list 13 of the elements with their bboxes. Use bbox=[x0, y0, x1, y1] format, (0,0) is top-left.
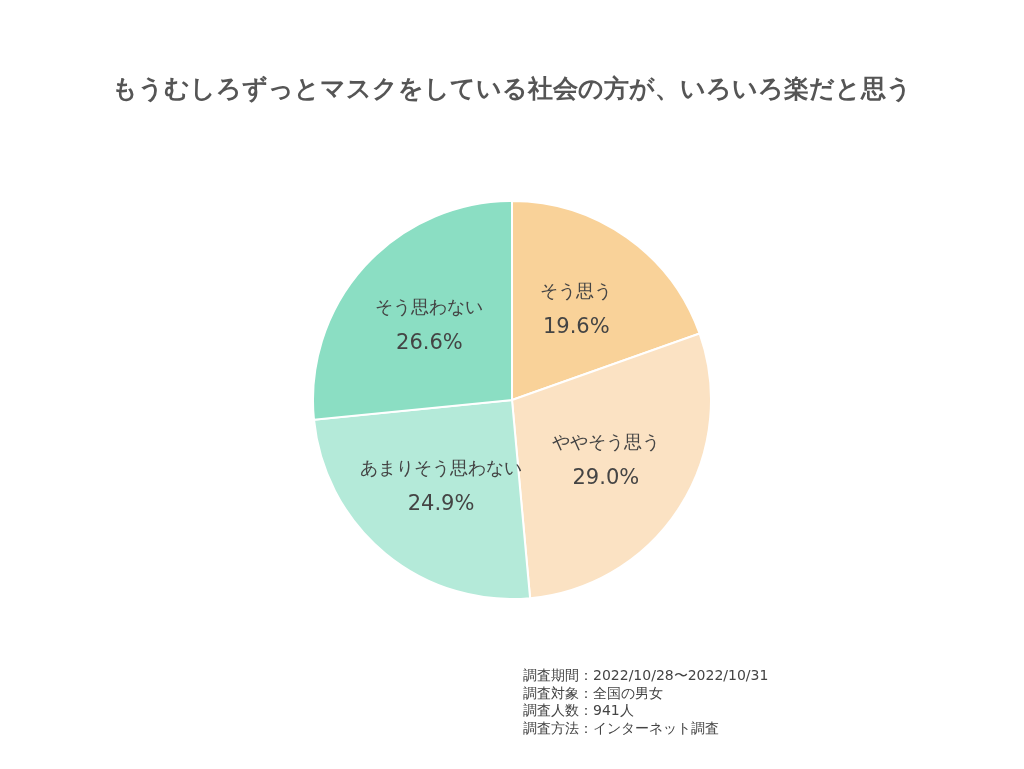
data-label: 26.6% bbox=[396, 330, 463, 355]
data-label: 29.0% bbox=[572, 465, 640, 490]
data-label: 24.9% bbox=[407, 490, 475, 515]
slice-label: そう思わない bbox=[375, 296, 484, 318]
slice-label: あまりそう思わない bbox=[360, 456, 523, 478]
text: 調査期間：2022/10/28〜2022/10/31 bbox=[523, 667, 769, 683]
slice-label: そう思う bbox=[540, 279, 613, 301]
text: 調査方法：インターネット調査 bbox=[523, 719, 719, 736]
slice-label: ややそう思う bbox=[551, 431, 660, 453]
data-label: 19.6% bbox=[542, 313, 610, 338]
text: 調査対象：全国の男女 bbox=[523, 684, 663, 701]
text: 調査人数：941人 bbox=[523, 702, 634, 718]
chart-title: もうむしろずっとマスクをしている社会の方が、いろいろ楽だと思う bbox=[112, 74, 912, 103]
